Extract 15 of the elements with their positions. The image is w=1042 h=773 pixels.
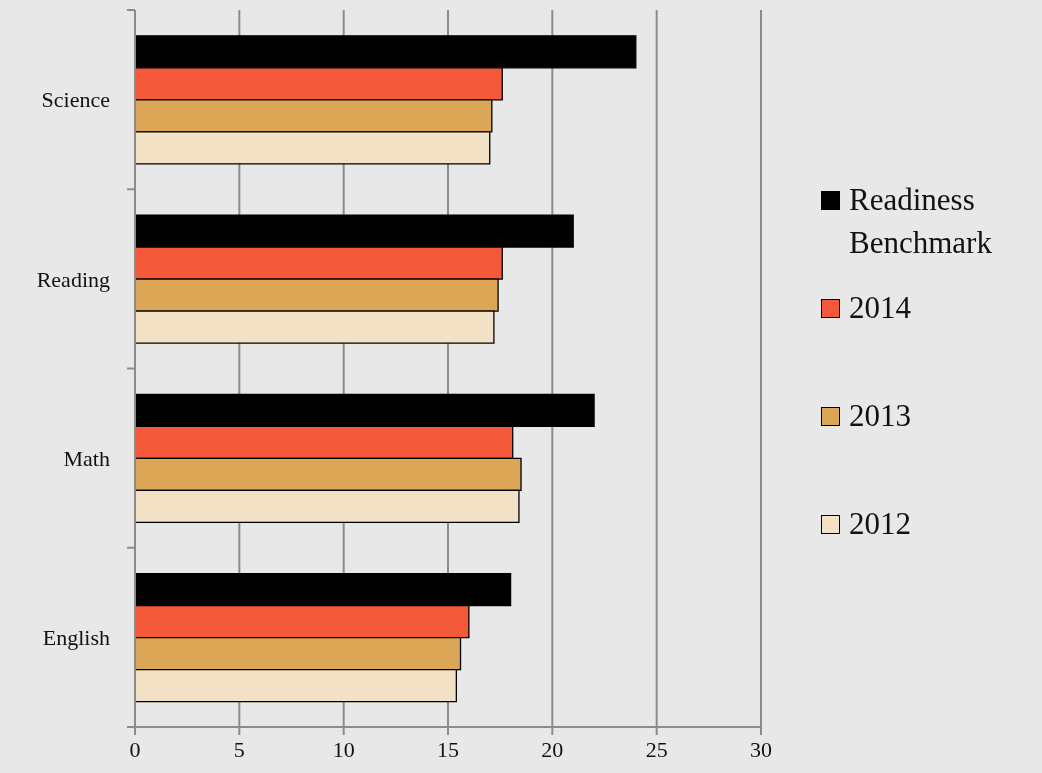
legend-label: 2013 bbox=[849, 397, 912, 435]
y-tick-label: Reading bbox=[36, 266, 110, 292]
y-tick-label: Math bbox=[63, 445, 110, 471]
y-tick-label: English bbox=[42, 625, 110, 651]
x-tick-label: 25 bbox=[645, 736, 668, 762]
x-tick-label: 15 bbox=[437, 736, 459, 762]
y-tick-label: Science bbox=[41, 87, 110, 113]
legend-label: Readiness Benchmark bbox=[849, 181, 993, 262]
legend-label: 2012 bbox=[849, 505, 912, 543]
x-tick-label: 30 bbox=[750, 736, 772, 762]
x-tick-label: 20 bbox=[541, 736, 564, 762]
x-tick-label: 0 bbox=[129, 736, 141, 762]
x-tick-label: 5 bbox=[233, 736, 245, 762]
legend-label: 2014 bbox=[849, 289, 912, 327]
x-tick-label: 10 bbox=[332, 736, 355, 762]
